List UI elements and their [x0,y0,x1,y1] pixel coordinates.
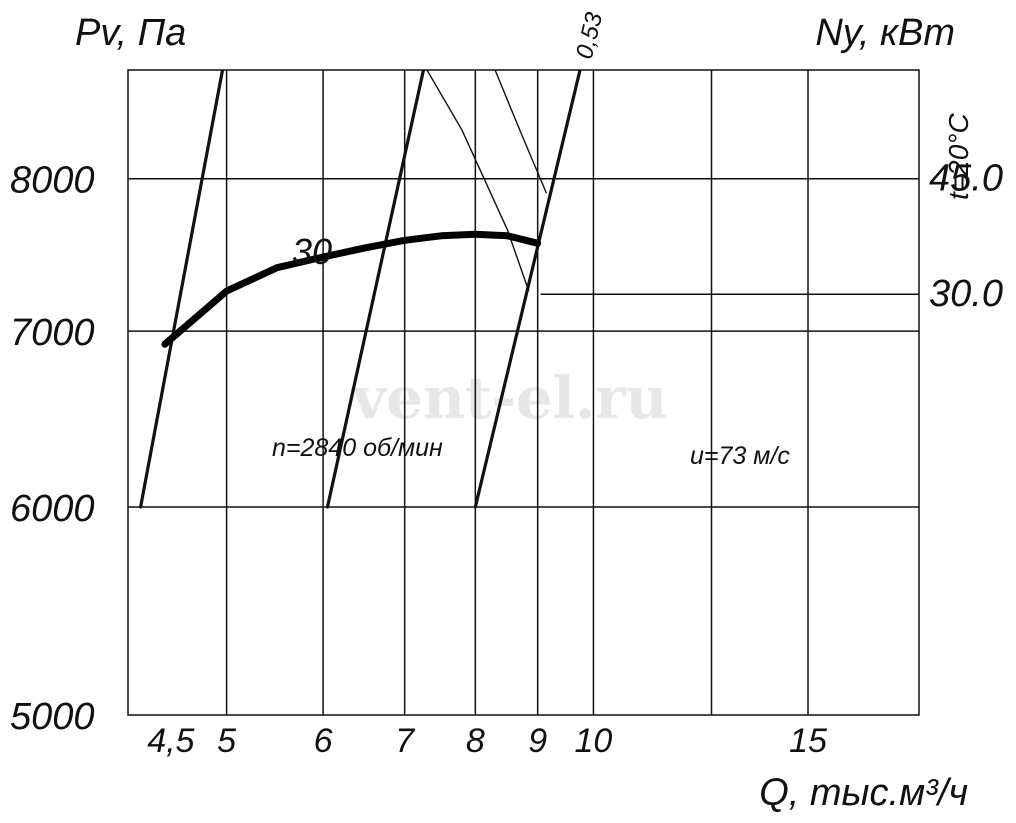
x-tick-label: 10 [575,722,613,760]
efficiency-ray [139,70,225,509]
efficiency-ray [325,70,426,509]
y-tick-label: 7000 [10,312,95,354]
pressure-curve [161,230,542,348]
watermark: vent-el.ru [350,364,668,432]
labels: 45.030.04,55678910155000600070008000n=0,… [10,9,1003,760]
x-tick-label: 9 [528,722,547,760]
curves [139,70,582,509]
efficiency-ray [473,70,582,509]
speed-label: u=73 м/с [690,442,790,470]
power-tick-label: 30.0 [929,273,1003,315]
x-axis-title: Q, тыс.м³/ч [759,772,968,814]
x-tick-label: 15 [789,722,827,760]
y-axis-title-left: Pv, Па [75,12,186,54]
temperature-label: t=20°C [943,113,974,200]
x-tick-label: 5 [217,722,236,760]
x-tick-label: 7 [395,722,415,760]
y-tick-label: 8000 [10,160,95,202]
y-tick-label: 5000 [10,696,95,738]
y-axis-title-right: Ny, кВт [815,12,955,54]
pressure-curve-label: n=2840 об/мин [272,434,443,462]
power-curve [494,70,548,194]
efficiency-ray-label: 0,53 [571,9,608,61]
grid [128,70,919,715]
plot-frame [127,69,920,716]
power-curve-label: 30 [292,231,332,272]
x-tick-label: 4,5 [147,722,194,760]
x-tick-label: 8 [466,722,485,760]
x-tick-label: 6 [314,722,333,760]
power-tick-label: 45.0 [929,158,1003,200]
y-tick-label: 6000 [10,488,95,530]
